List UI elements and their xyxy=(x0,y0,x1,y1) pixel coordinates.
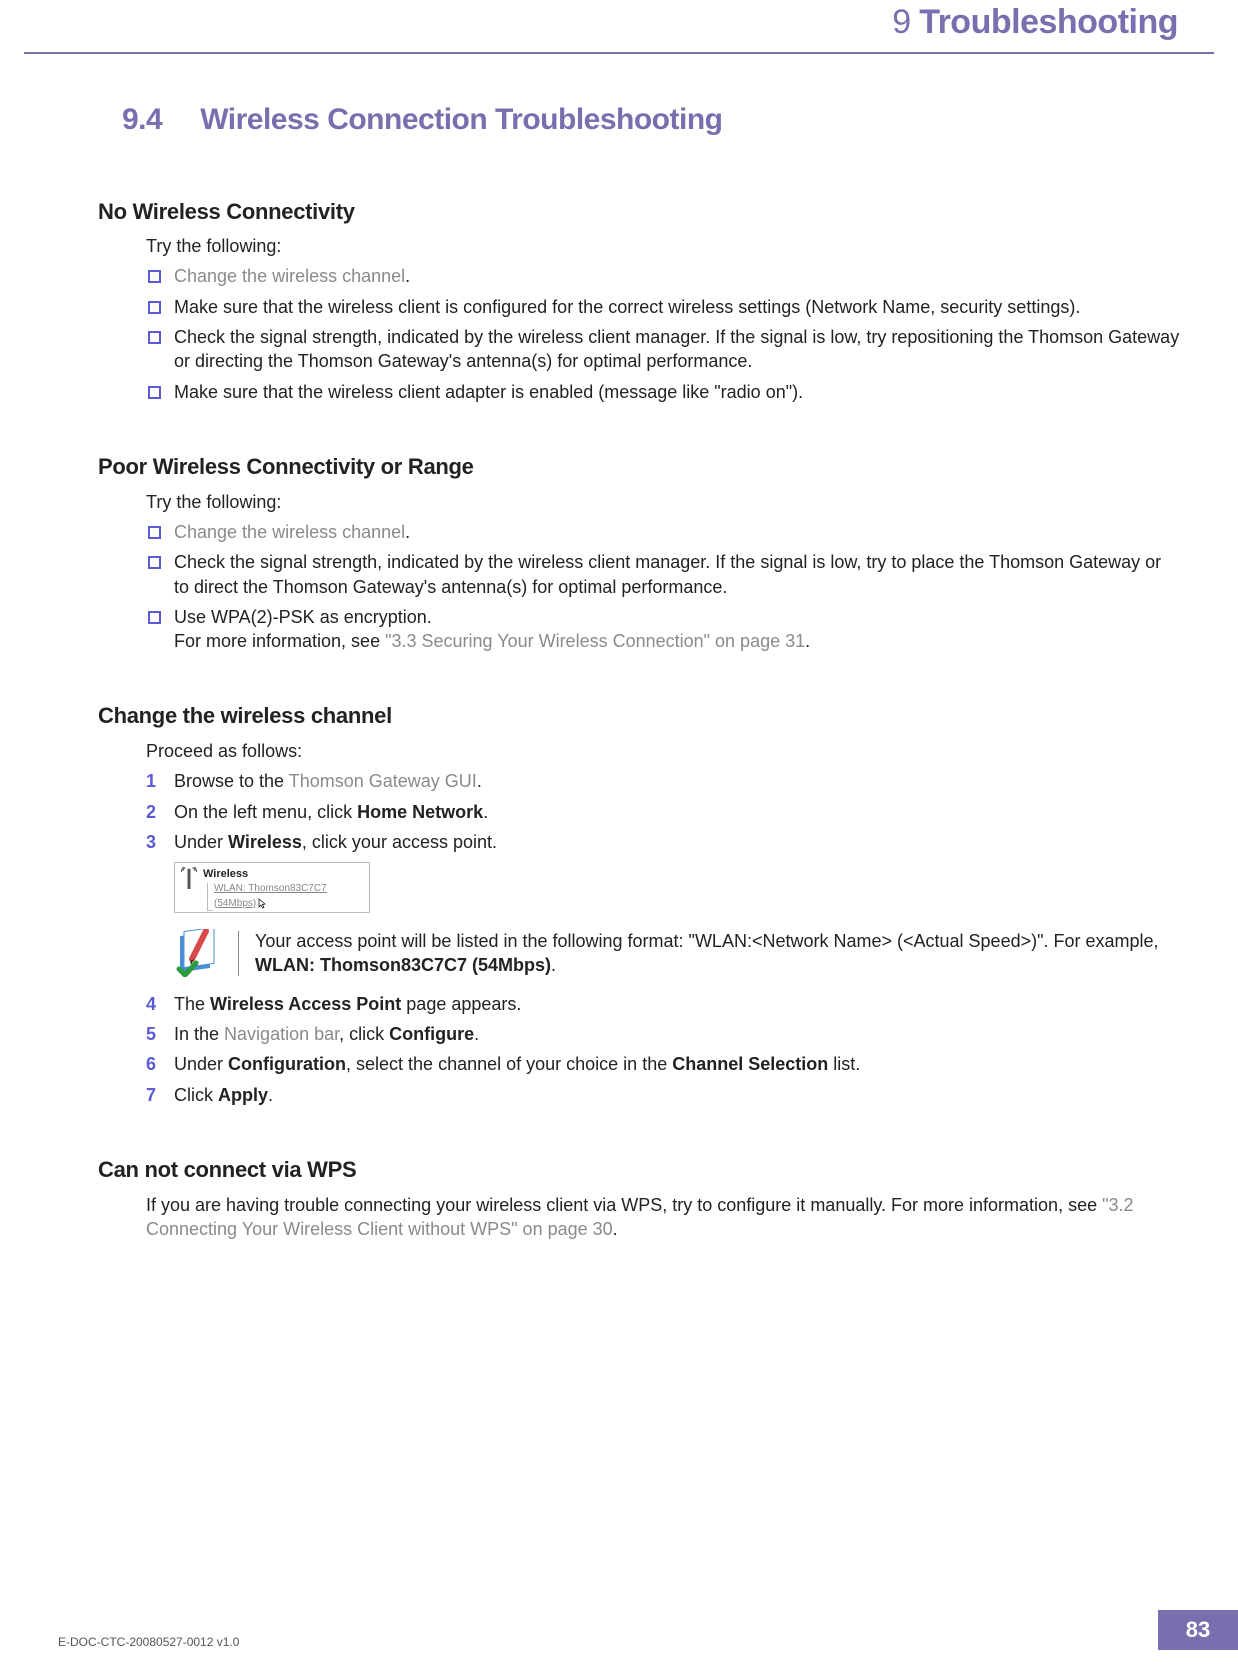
list-item: Make sure that the wireless client adapt… xyxy=(146,380,1180,404)
text: (54Mbps) xyxy=(214,898,256,909)
numbered-list-cont: The Wireless Access Point page appears. … xyxy=(146,992,1180,1107)
list-item: The Wireless Access Point page appears. xyxy=(146,992,1180,1016)
header-rule xyxy=(24,52,1214,54)
text: Your access point will be listed in the … xyxy=(255,931,1159,951)
bullet-list: Change the wireless channel. Check the s… xyxy=(146,520,1180,653)
subsection-poor-range: Poor Wireless Connectivity or Range Try … xyxy=(122,452,1180,653)
list-item: Click Apply. xyxy=(146,1083,1180,1107)
bold-text: Wireless Access Point xyxy=(210,994,401,1014)
lead-text: Proceed as follows: xyxy=(146,739,1180,763)
text: WLAN: Thomson83C7C7 xyxy=(214,883,327,894)
bold-text: Configuration xyxy=(228,1054,346,1074)
text: . xyxy=(405,266,410,286)
xref-link[interactable]: Navigation bar xyxy=(224,1024,339,1044)
note-text: Your access point will be listed in the … xyxy=(255,929,1180,978)
text: Browse to the xyxy=(174,771,289,791)
text: . xyxy=(551,955,556,975)
subsection-heading: No Wireless Connectivity xyxy=(98,197,1180,227)
page-header: 9Troubleshooting xyxy=(0,0,1238,46)
text: , click your access point. xyxy=(302,832,497,852)
note-callout: Your access point will be listed in the … xyxy=(174,929,1180,978)
page-number: 83 xyxy=(1158,1610,1238,1650)
list-item: Under Wireless, click your access point. xyxy=(146,830,1180,854)
text: . xyxy=(805,631,810,651)
text: , click xyxy=(339,1024,389,1044)
xref-link[interactable]: Thomson Gateway GUI xyxy=(289,771,477,791)
text: For more information, see xyxy=(174,631,385,651)
chapter-title: Troubleshooting xyxy=(919,3,1178,41)
text: list. xyxy=(828,1054,860,1074)
text: On the left menu, click xyxy=(174,802,357,822)
text: Click xyxy=(174,1085,218,1105)
bold-text: Configure xyxy=(389,1024,474,1044)
list-item: Check the signal strength, indicated by … xyxy=(146,325,1180,374)
bold-text: Channel Selection xyxy=(672,1054,828,1074)
subsection-heading: Poor Wireless Connectivity or Range xyxy=(98,452,1180,482)
list-item: In the Navigation bar, click Configure. xyxy=(146,1022,1180,1046)
screenshot-link: WLAN: Thomson83C7C7 (54Mbps) xyxy=(207,883,365,910)
cursor-icon xyxy=(258,898,266,908)
text: . xyxy=(483,802,488,822)
text: . xyxy=(477,771,482,791)
antenna-icon xyxy=(179,867,199,910)
page-footer: E-DOC-CTC-20080527-0012 v1.0 83 xyxy=(58,1610,1238,1650)
page-content: 9.4 Wireless Connection Troubleshooting … xyxy=(122,100,1180,1289)
section-title: Wireless Connection Troubleshooting xyxy=(200,100,722,141)
bold-text: Home Network xyxy=(357,802,483,822)
list-item: On the left menu, click Home Network. xyxy=(146,800,1180,824)
text: Under xyxy=(174,832,228,852)
doc-reference: E-DOC-CTC-20080527-0012 v1.0 xyxy=(58,1634,239,1650)
paragraph: If you are having trouble connecting you… xyxy=(146,1193,1180,1242)
text: . xyxy=(613,1219,618,1239)
xref-link[interactable]: Change the wireless channel xyxy=(174,522,405,542)
text: , select the channel of your choice in t… xyxy=(346,1054,672,1074)
list-item: Browse to the Thomson Gateway GUI. xyxy=(146,769,1180,793)
text: If you are having trouble connecting you… xyxy=(146,1195,1102,1215)
numbered-list: Browse to the Thomson Gateway GUI. On th… xyxy=(146,769,1180,854)
text: . xyxy=(405,522,410,542)
subsection-wps: Can not connect via WPS If you are havin… xyxy=(122,1155,1180,1241)
list-item: Change the wireless channel. xyxy=(146,520,1180,544)
bold-text: Wireless xyxy=(228,832,302,852)
xref-link[interactable]: "3.3 Securing Your Wireless Connection" … xyxy=(385,631,805,651)
list-item: Check the signal strength, indicated by … xyxy=(146,550,1180,599)
lead-text: Try the following: xyxy=(146,490,1180,514)
text: . xyxy=(474,1024,479,1044)
bullet-list: Change the wireless channel. Make sure t… xyxy=(146,264,1180,403)
text: page appears. xyxy=(401,994,521,1014)
subsection-change-channel: Change the wireless channel Proceed as f… xyxy=(122,701,1180,1107)
subsection-heading: Can not connect via WPS xyxy=(98,1155,1180,1185)
bold-text: WLAN: Thomson83C7C7 (54Mbps) xyxy=(255,955,551,975)
list-item: Make sure that the wireless client is co… xyxy=(146,295,1180,319)
section-number: 9.4 xyxy=(122,100,162,141)
subsection-heading: Change the wireless channel xyxy=(98,701,1180,731)
divider xyxy=(238,931,239,976)
lead-text: Try the following: xyxy=(146,234,1180,258)
list-item: Use WPA(2)-PSK as encryption. For more i… xyxy=(146,605,1180,654)
xref-link[interactable]: Change the wireless channel xyxy=(174,266,405,286)
section-heading: 9.4 Wireless Connection Troubleshooting xyxy=(122,100,1180,141)
bold-text: Apply xyxy=(218,1085,268,1105)
text: The xyxy=(174,994,210,1014)
list-item: Under Configuration, select the channel … xyxy=(146,1052,1180,1076)
chapter-number: 9 xyxy=(892,3,911,41)
wireless-screenshot: Wireless WLAN: Thomson83C7C7 (54Mbps) xyxy=(174,862,370,913)
text: Use WPA(2)-PSK as encryption. xyxy=(174,607,432,627)
text: . xyxy=(268,1085,273,1105)
list-item: Change the wireless channel. xyxy=(146,264,1180,288)
note-icon xyxy=(174,929,222,977)
text: Under xyxy=(174,1054,228,1074)
screenshot-title: Wireless xyxy=(203,867,365,882)
subsection-no-connectivity: No Wireless Connectivity Try the followi… xyxy=(122,197,1180,404)
text: In the xyxy=(174,1024,224,1044)
